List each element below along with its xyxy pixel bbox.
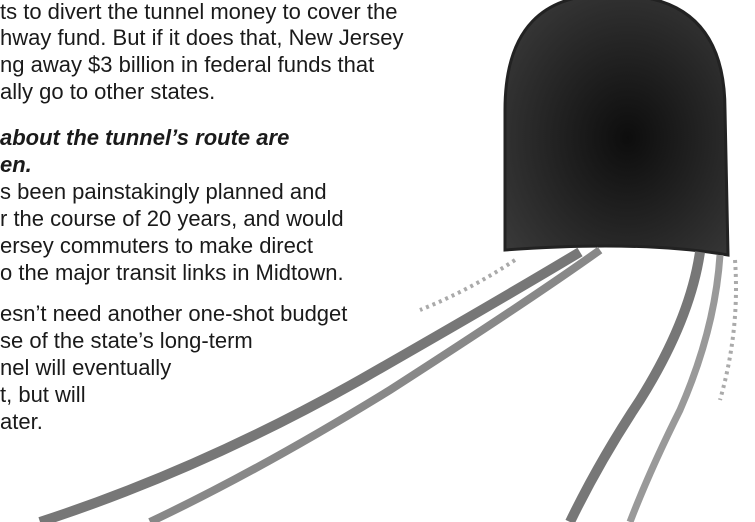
rail	[570, 252, 700, 522]
rail	[150, 250, 600, 522]
text-line: ally go to other states.	[0, 78, 215, 106]
rail	[40, 252, 580, 522]
text-line: ts to divert the tunnel money to cover t…	[0, 0, 397, 26]
text-line: s been painstakingly planned and	[0, 178, 327, 206]
text-line: t, but will	[0, 381, 86, 409]
text-line: ng away $3 billion in federal funds that	[0, 51, 374, 79]
text-line: nel will eventually	[0, 354, 171, 382]
subhead-line: en.	[0, 151, 32, 179]
text-line: esn’t need another one-shot budget	[0, 300, 347, 328]
text-line: ersey commuters to make direct	[0, 232, 313, 260]
tunnel-arch	[505, 0, 728, 255]
text-line: o the major transit links in Midtown.	[0, 259, 344, 287]
text-line: hway fund. But if it does that, New Jers…	[0, 24, 404, 52]
text-line: r the course of 20 years, and would	[0, 205, 344, 233]
text-line: se of the state’s long-term	[0, 327, 253, 355]
page: ts to divert the tunnel money to cover t…	[0, 0, 755, 522]
gravel	[720, 260, 736, 400]
text-line: ater.	[0, 408, 43, 436]
subhead-line: about the tunnel’s route are	[0, 124, 289, 152]
